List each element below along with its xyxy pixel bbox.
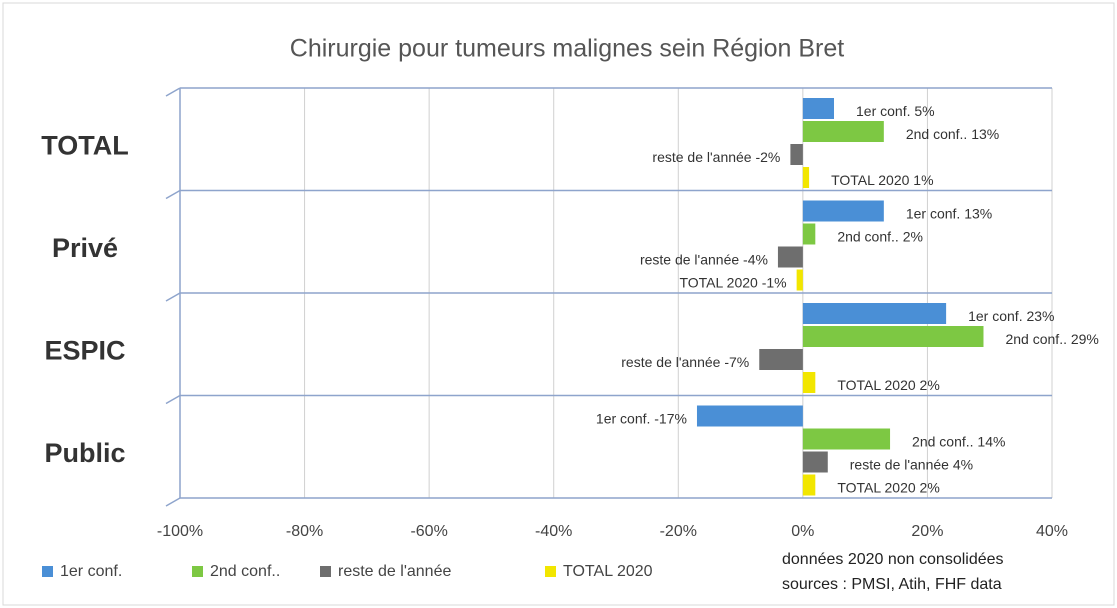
x-tick-label: -80% xyxy=(286,523,323,540)
data-label: 2nd conf.. 2% xyxy=(837,229,923,245)
bar xyxy=(696,405,803,427)
category-label: Privé xyxy=(52,233,118,263)
bar xyxy=(802,428,891,450)
axis-tick xyxy=(165,394,181,405)
category-label: ESPIC xyxy=(44,335,125,365)
axis-tick xyxy=(165,497,181,507)
axis-tick xyxy=(165,292,181,302)
data-label: TOTAL 2020 2% xyxy=(837,377,939,393)
data-label: 2nd conf.. 14% xyxy=(912,434,1005,450)
data-label: TOTAL 2020 -1% xyxy=(679,275,786,291)
legend-swatch xyxy=(545,566,556,577)
bar xyxy=(802,98,834,119)
data-label: reste de l'année -7% xyxy=(621,354,749,370)
legend-label: 2nd conf.. xyxy=(210,563,280,580)
category-label: Public xyxy=(44,438,125,468)
bar xyxy=(802,326,984,347)
data-label: reste de l'année -2% xyxy=(652,149,780,165)
legend-swatch xyxy=(42,566,53,577)
legend-label: 1er conf. xyxy=(60,563,122,580)
data-label: reste de l'année -4% xyxy=(640,252,768,268)
data-label: 1er conf. 5% xyxy=(856,103,935,119)
x-tick-label: -100% xyxy=(157,523,203,540)
note: sources : PMSI, Atih, FHF data xyxy=(782,576,1002,593)
axis-tick xyxy=(165,87,181,97)
data-label: 1er conf. -17% xyxy=(596,411,687,427)
bar xyxy=(759,349,803,370)
data-label: 1er conf. 13% xyxy=(906,206,992,222)
x-tick-label: 0% xyxy=(791,523,814,540)
category-label: TOTAL xyxy=(41,130,129,160)
legend-swatch xyxy=(192,566,203,577)
legend-label: reste de l'année xyxy=(338,563,451,580)
data-label: 1er conf. 23% xyxy=(968,308,1054,324)
legend-swatch xyxy=(320,566,331,577)
bar xyxy=(802,372,816,393)
x-tick-label: 40% xyxy=(1036,523,1068,540)
data-label: TOTAL 2020 1% xyxy=(831,172,933,188)
x-tick-label: 20% xyxy=(911,523,943,540)
bar xyxy=(802,303,947,324)
bar xyxy=(802,200,884,222)
data-label: 2nd conf.. 13% xyxy=(906,126,999,142)
note: données 2020 non consolidées xyxy=(782,551,1004,568)
bar xyxy=(802,167,810,188)
bar xyxy=(796,269,803,291)
data-label: reste de l'année 4% xyxy=(850,457,973,473)
bar xyxy=(790,144,803,165)
bar xyxy=(802,474,816,496)
data-label: 2nd conf.. 29% xyxy=(1005,331,1098,347)
bar xyxy=(802,451,828,473)
axis-tick xyxy=(165,189,181,200)
x-tick-label: -60% xyxy=(410,523,447,540)
data-label: TOTAL 2020 2% xyxy=(837,480,939,496)
bar xyxy=(802,121,884,142)
x-tick-label: -40% xyxy=(535,523,572,540)
bar xyxy=(802,223,816,245)
x-tick-label: -20% xyxy=(660,523,697,540)
bar xyxy=(777,246,803,268)
chart-title: Chirurgie pour tumeurs malignes sein Rég… xyxy=(290,35,844,63)
legend-label: TOTAL 2020 xyxy=(563,563,653,580)
